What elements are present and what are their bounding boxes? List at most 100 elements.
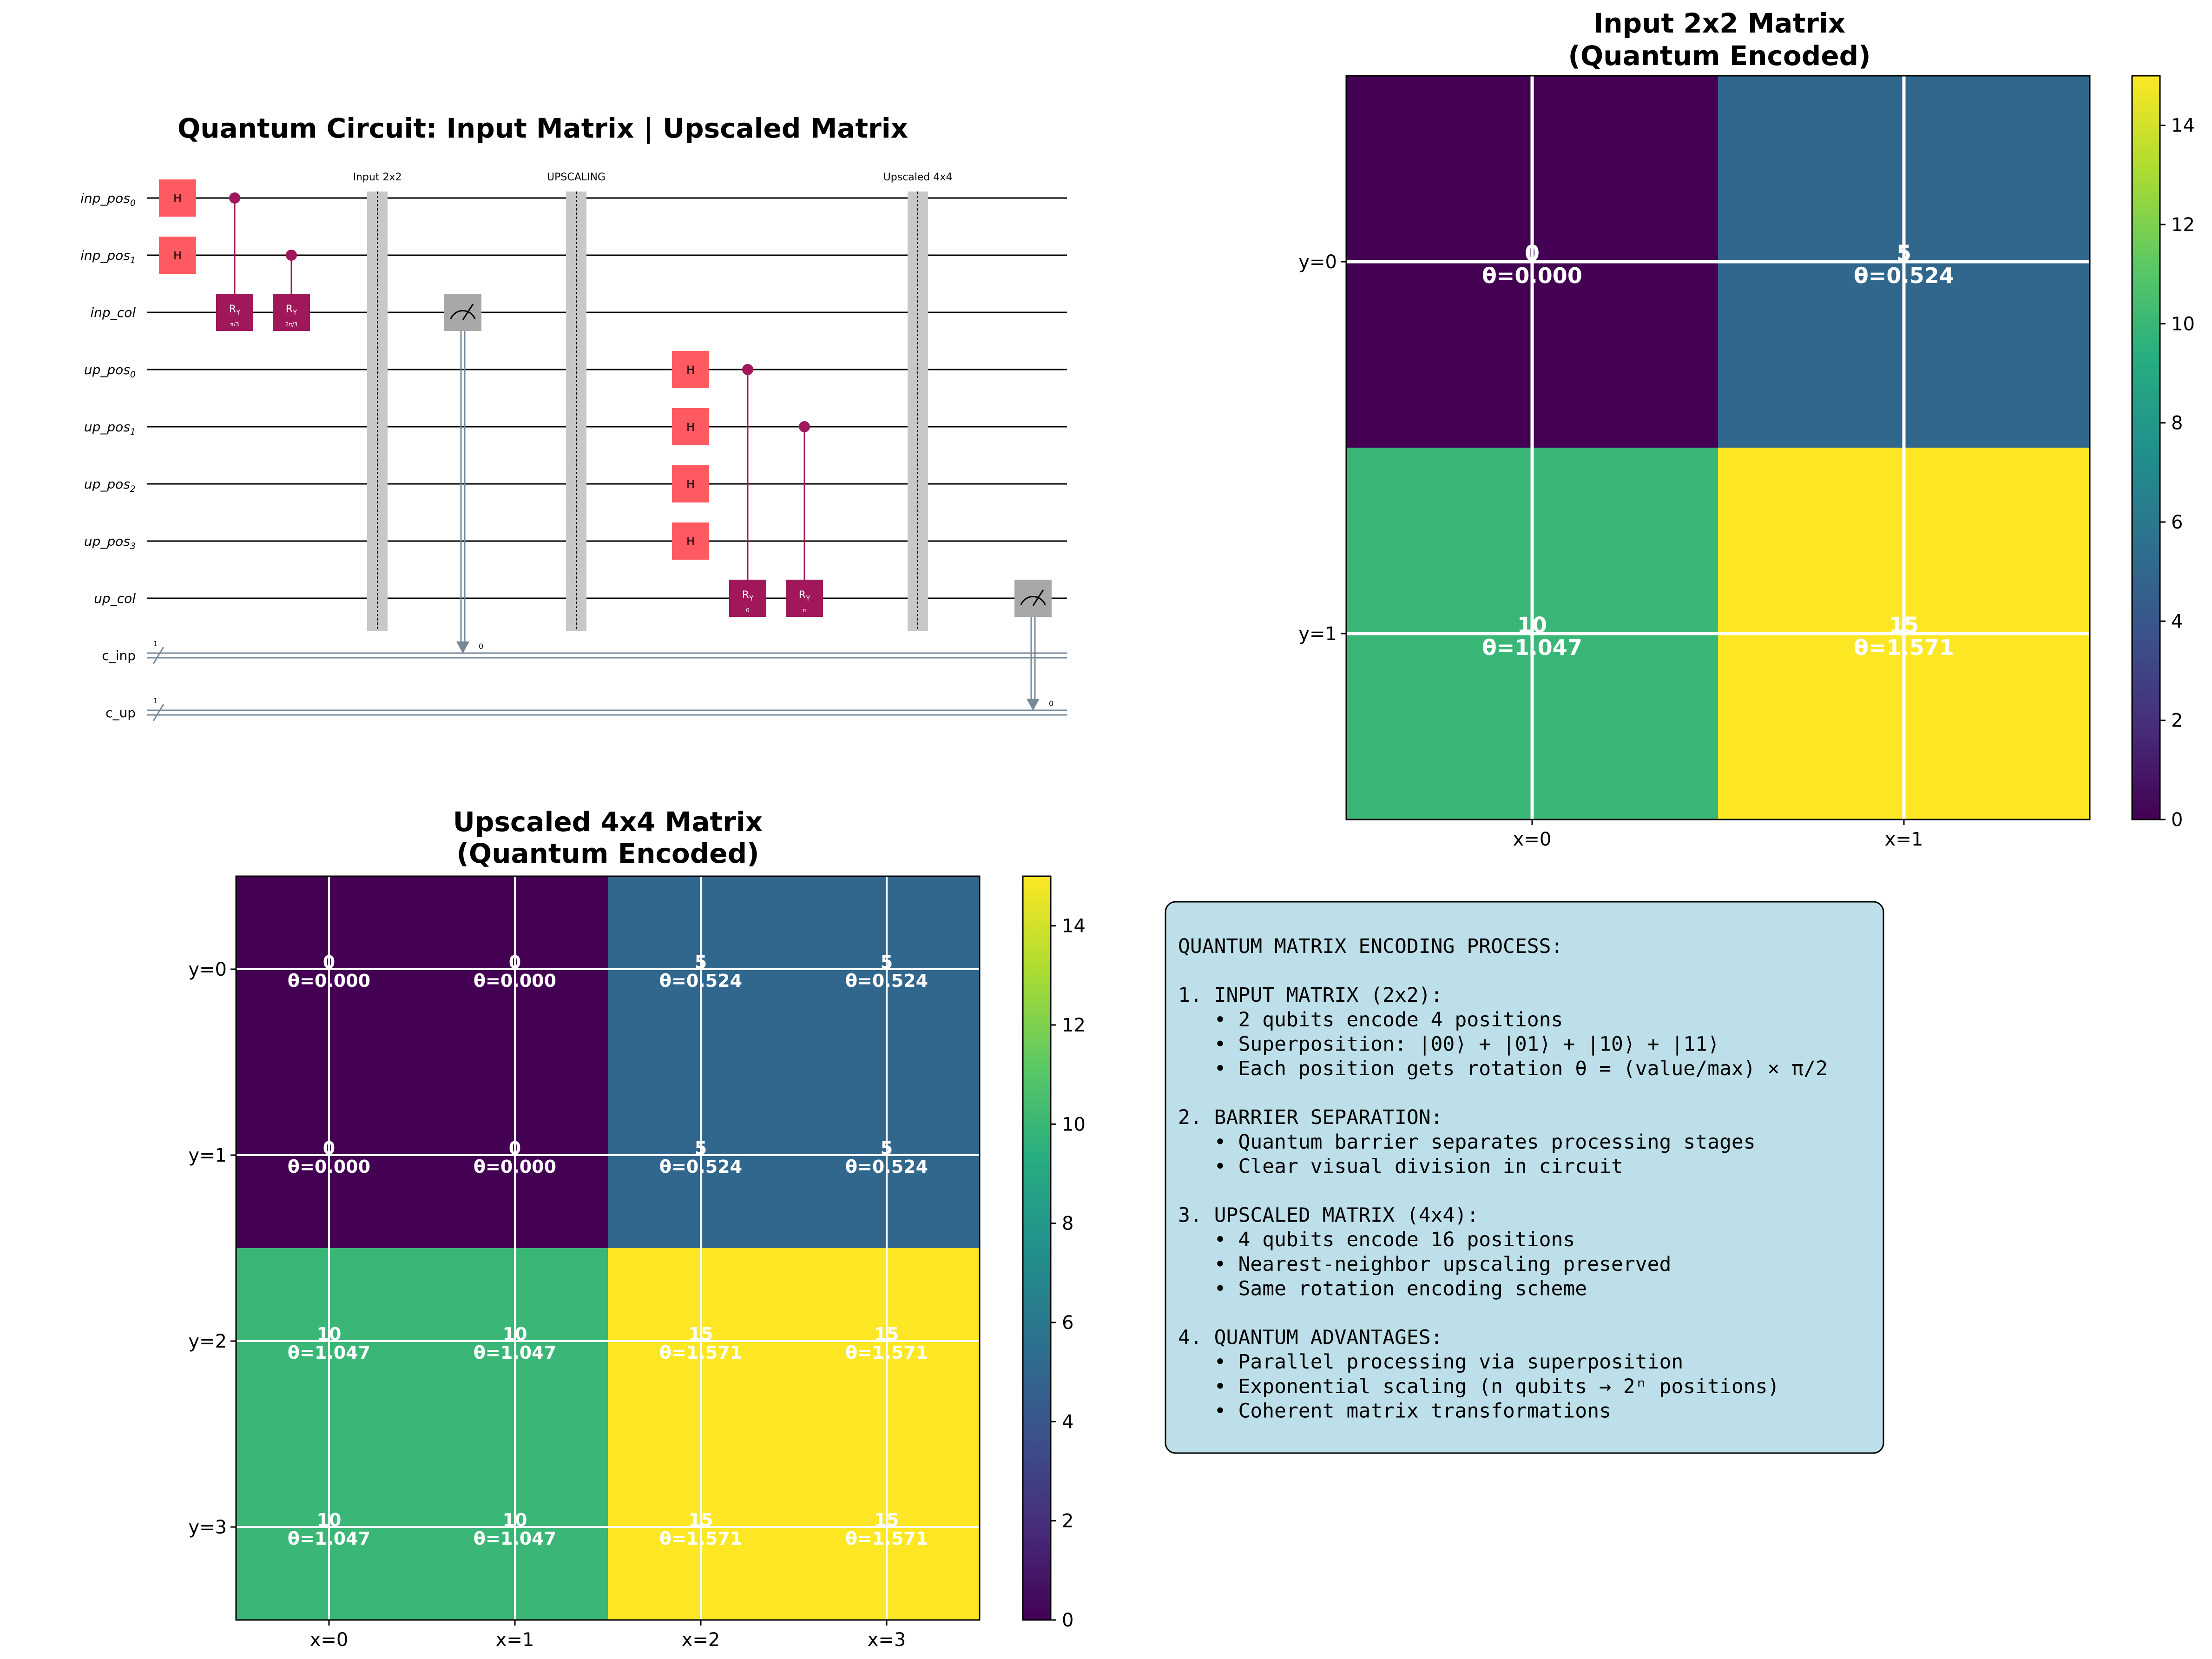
measure-arrow (1027, 699, 1040, 711)
colorbar-tick-label: 0 (2171, 809, 2183, 831)
ry-gate-axis: Y (805, 594, 810, 602)
ry-gate-param: 0 (746, 607, 750, 614)
clbit-label: c_inp (102, 648, 136, 663)
y-tick-label: y=0 (1298, 251, 1337, 273)
qubit-name: up_pos (84, 534, 130, 549)
measure-needle (462, 304, 474, 320)
qubit-index: 1 (130, 427, 136, 437)
textbox-line: 3. UPSCALED MATRIX (4x4): (1178, 1204, 1479, 1227)
cell-theta: θ=1.571 (659, 1528, 742, 1549)
ry-gate-axis: Y (236, 308, 241, 317)
x-tick-label: x=0 (1513, 829, 1552, 850)
h-gate-label: H (686, 478, 695, 491)
textbox-line: 2. BARRIER SEPARATION: (1178, 1106, 1443, 1129)
qubit-label: inp_col (90, 305, 136, 320)
ry-gate (729, 580, 766, 617)
h-gate-label: H (686, 421, 695, 434)
encoding-process-textbox: QUANTUM MATRIX ENCODING PROCESS: 1. INPUT… (1165, 901, 1884, 1454)
h-gate-label: H (686, 535, 695, 548)
cell-value: 10 (503, 1510, 527, 1530)
upscaled-heatmap: 0θ=0.0000θ=0.0005θ=0.5245θ=0.5240θ=0.000… (188, 875, 981, 1651)
cell-theta: θ=1.571 (845, 1528, 928, 1549)
qubit-index: 0 (130, 198, 136, 208)
measure-needle (1032, 589, 1044, 606)
cell-theta: θ=1.047 (474, 1342, 556, 1363)
cell-theta: θ=0.000 (288, 1157, 370, 1177)
control-dot (799, 421, 810, 432)
cell-value: 10 (317, 1510, 342, 1530)
cell-theta: θ=1.047 (1482, 635, 1582, 660)
textbox-line: • Exponential scaling (n qubits → 2ⁿ pos… (1178, 1375, 1779, 1398)
cell-value: 5 (881, 1138, 893, 1158)
ry-gate-name: R (799, 589, 806, 601)
cell-value: 0 (323, 1138, 335, 1158)
cell-value: 10 (1517, 613, 1547, 638)
input-heatmap: 0θ=0.000 5θ=0.524 10θ=1.047 15θ=1.571 x=0 x=1… (1298, 75, 2091, 850)
qubit-name: up_pos (84, 476, 130, 492)
ry-gate-param: π/3 (230, 321, 239, 328)
qubit-name: up_pos (84, 362, 130, 377)
qubit-index: 3 (130, 541, 136, 551)
cell-value: 10 (503, 1324, 527, 1344)
cell-value: 5 (881, 952, 893, 972)
circuit-gates: Input 2x2 UPSCALING Upscaled 4x4HHRYπ/3RY2… (159, 172, 1053, 711)
circuit-panel: Quantum Circuit: Input Matrix | Upscaled… (80, 112, 1067, 721)
cell-theta: θ=0.524 (659, 1157, 742, 1177)
control-dot (229, 192, 240, 204)
qubit-label: up_pos2 (84, 476, 136, 494)
control-dot (742, 364, 753, 375)
ry-gate-axis: Y (749, 594, 754, 602)
bus-slash (152, 704, 165, 721)
h-gate (159, 237, 196, 274)
textbox-line: • 2 qubits encode 4 positions (1178, 1008, 1563, 1031)
bus-slash (152, 647, 165, 664)
cell-theta: θ=0.000 (1482, 263, 1582, 288)
measure-gate (444, 294, 481, 331)
measure-arrow (456, 641, 469, 654)
cell-theta: θ=1.571 (1854, 635, 1954, 660)
colorbar-tick-label: 4 (1062, 1411, 1073, 1433)
colorbar-tick-label: 8 (2171, 413, 2183, 434)
cell-value: 5 (695, 952, 707, 972)
textbox-line: QUANTUM MATRIX ENCODING PROCESS: (1178, 935, 1563, 958)
qubit-name: inp_pos (80, 248, 130, 263)
textbox-line: • Parallel processing via superposition (1178, 1350, 1683, 1374)
y-tick-label: y=1 (188, 1145, 227, 1166)
ry-gate-name: R (229, 304, 236, 315)
input-heatmap-subtitle: (Quantum Encoded) (1568, 40, 1870, 72)
cell-theta: θ=1.047 (474, 1528, 556, 1549)
measure-arc (1020, 595, 1046, 605)
qubit-index: 0 (130, 370, 136, 380)
ry-gate-name: R (742, 589, 749, 601)
x-tick-label: x=0 (310, 1629, 349, 1651)
ry-gate (216, 294, 253, 331)
qubit-name: up_col (94, 591, 136, 606)
h-gate (672, 522, 709, 560)
textbox-line: • Superposition: |00⟩ + |01⟩ + |10⟩ + |1… (1178, 1032, 1719, 1056)
textbox-background (1165, 901, 1884, 1454)
cell-theta: θ=1.571 (845, 1342, 928, 1363)
cell-theta: θ=0.524 (845, 1157, 928, 1177)
cell-theta: θ=1.047 (288, 1528, 370, 1549)
x-tick-label: x=2 (682, 1629, 720, 1651)
ry-gate (273, 294, 310, 331)
qubit-label: up_pos1 (84, 419, 136, 437)
heatmap-frame (235, 875, 981, 1621)
colorbar-tick-label: 14 (1062, 916, 1086, 937)
ry-gate-param: π (803, 607, 806, 614)
cell-theta: θ=0.000 (288, 971, 370, 991)
qubit-label: inp_pos0 (80, 191, 136, 208)
ry-gate-param: 2π/3 (285, 321, 298, 328)
barrier-label: Upscaled 4x4 (883, 172, 953, 183)
y-tick-label: y=2 (188, 1331, 227, 1352)
x-tick-label: x=3 (868, 1629, 906, 1651)
textbox-line: • Quantum barrier separates processing s… (1178, 1130, 1756, 1154)
textbox-line: 1. INPUT MATRIX (2x2): (1178, 984, 1443, 1007)
control-dot (286, 250, 297, 261)
cell-theta: θ=0.524 (845, 971, 928, 991)
cell-value: 5 (695, 1138, 707, 1158)
ry-gate-name: R (286, 304, 293, 315)
qubit-label: inp_pos1 (80, 248, 136, 265)
cell-value: 5 (1896, 241, 1911, 266)
